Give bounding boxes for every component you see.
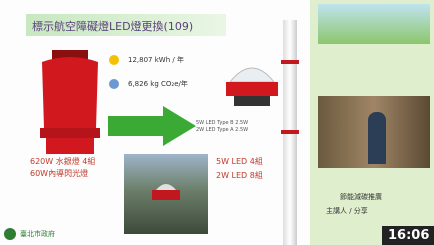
speaker bbox=[368, 112, 386, 164]
ring bbox=[40, 128, 100, 138]
co2-icon bbox=[109, 79, 119, 89]
arrow-shape bbox=[108, 106, 196, 146]
photo-light bbox=[148, 178, 184, 208]
photo-light-body bbox=[152, 190, 180, 200]
old-light-2: 60W內導閃光燈 bbox=[30, 168, 88, 179]
logo-icon bbox=[4, 228, 16, 240]
arrow bbox=[108, 106, 198, 146]
dome bbox=[42, 57, 98, 132]
video-frame: 標示航空障礙燈LED燈更換(109) 620W 水銀燈 4組 60W內導閃光燈 … bbox=[0, 0, 434, 245]
saving-energy: 12,807 kWh / 年 bbox=[128, 55, 184, 65]
led-body bbox=[226, 82, 278, 96]
led-dome bbox=[230, 68, 274, 82]
red-light-image bbox=[30, 48, 110, 158]
tower-light bbox=[281, 60, 299, 64]
tower-light bbox=[281, 130, 299, 134]
logo-text: 臺北市政府 bbox=[20, 229, 55, 239]
slide-title: 標示航空障礙燈LED燈更換(109) bbox=[32, 18, 193, 34]
bulb-icon bbox=[109, 55, 119, 65]
banner-image bbox=[318, 4, 430, 44]
base bbox=[46, 138, 94, 154]
saving-carbon: 6,826 kg CO₂e/年 bbox=[128, 79, 188, 89]
new-light-1: 5W LED 4組 bbox=[216, 156, 263, 167]
icons bbox=[106, 54, 122, 94]
new-spec: 5W LED Type B 2.5W 2W LED Type A 2.5W bbox=[196, 120, 248, 134]
caption-1: 節能減碳推廣 bbox=[340, 192, 382, 202]
timestamp: 16:06 bbox=[388, 228, 429, 243]
caption-2: 主講人 / 分享 bbox=[326, 206, 368, 216]
photo-light-dome bbox=[156, 184, 176, 190]
old-light-1: 620W 水銀燈 4組 bbox=[30, 156, 95, 167]
led-base bbox=[234, 96, 270, 106]
new-light-2: 2W LED 8組 bbox=[216, 170, 263, 181]
led-light-image bbox=[222, 52, 282, 116]
